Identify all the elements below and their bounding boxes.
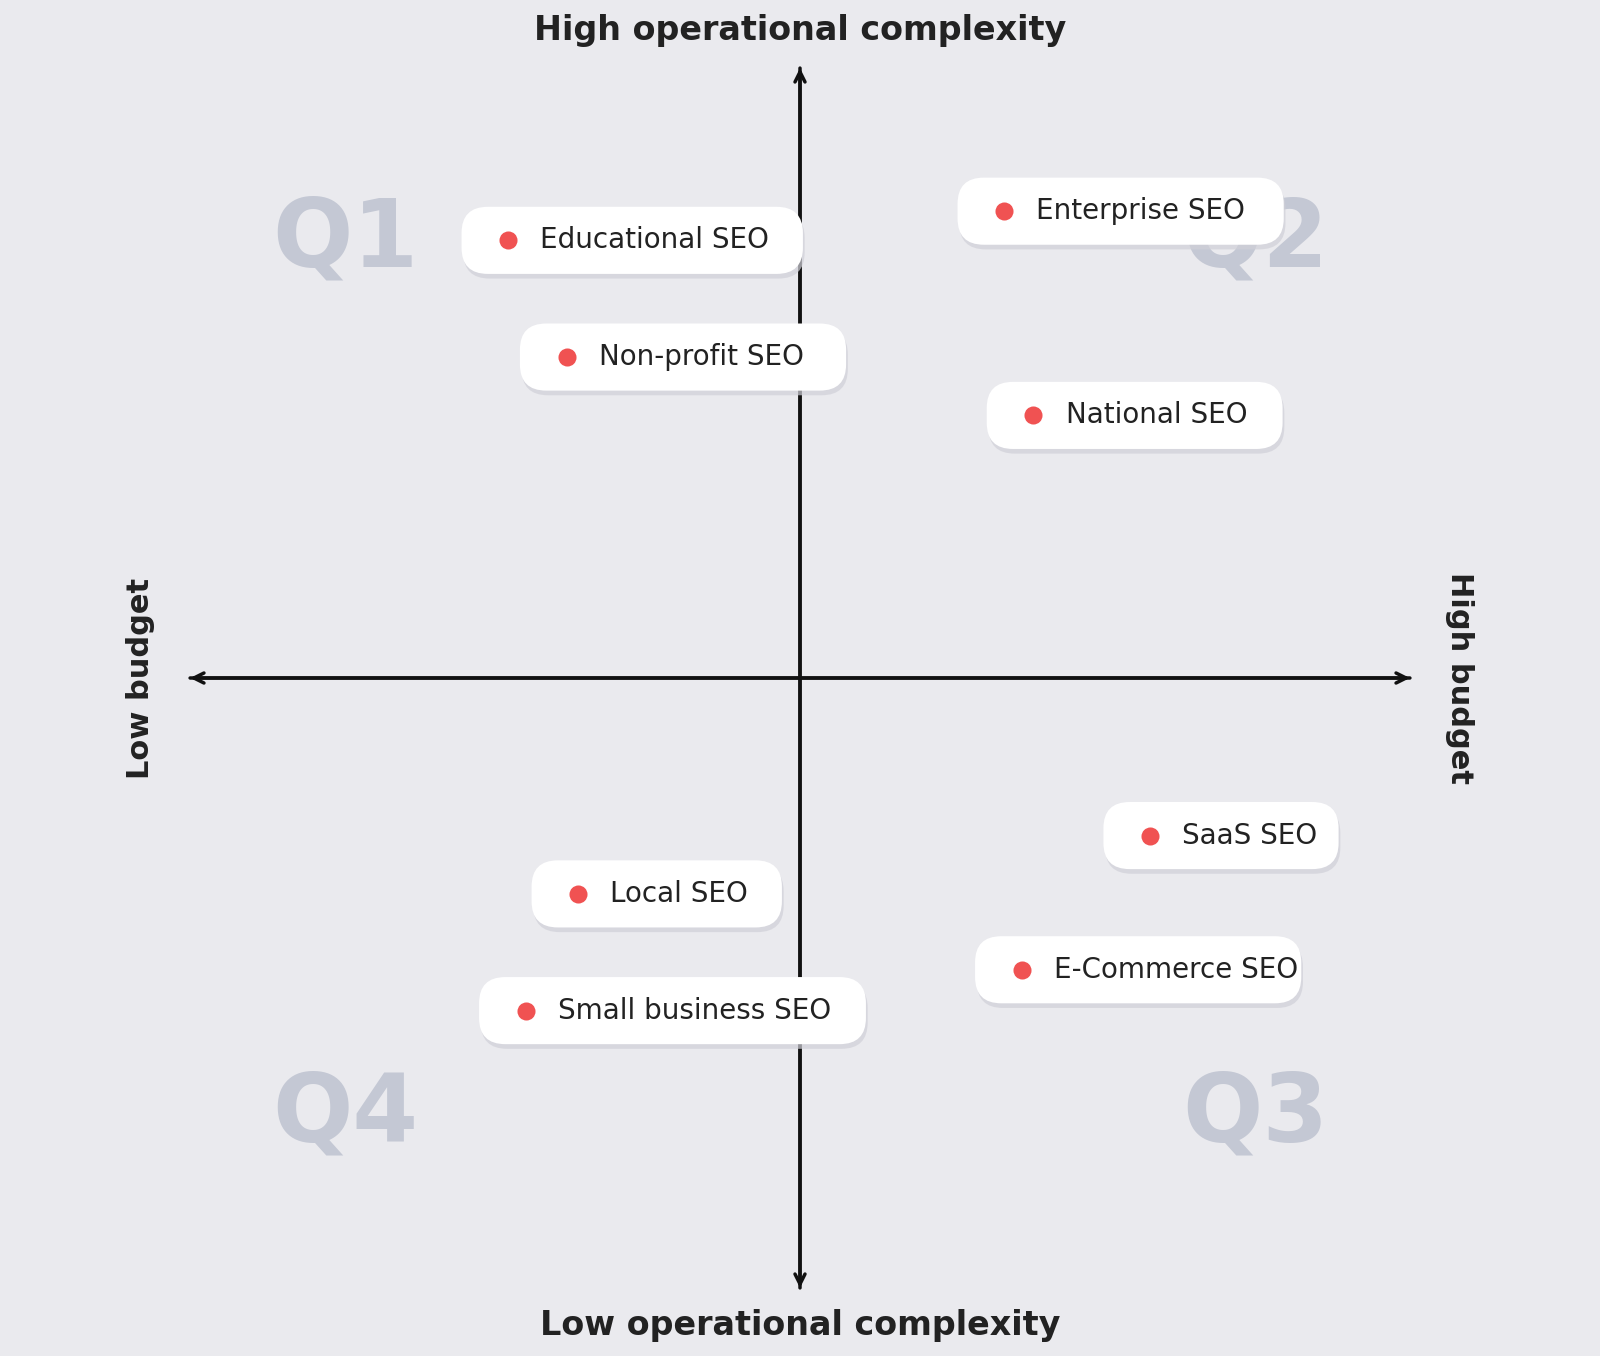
FancyBboxPatch shape [987, 382, 1283, 449]
FancyBboxPatch shape [478, 978, 866, 1044]
Text: High operational complexity: High operational complexity [534, 14, 1066, 47]
Text: Small business SEO: Small business SEO [558, 997, 830, 1025]
Text: Low budget: Low budget [126, 578, 155, 778]
FancyBboxPatch shape [1104, 801, 1339, 869]
FancyBboxPatch shape [522, 328, 848, 396]
Text: Q1: Q1 [272, 194, 418, 286]
Text: Local SEO: Local SEO [610, 880, 749, 909]
Text: Q3: Q3 [1182, 1070, 1328, 1162]
Text: Q2: Q2 [1182, 194, 1328, 286]
Text: Educational SEO: Educational SEO [541, 226, 770, 255]
FancyBboxPatch shape [482, 982, 867, 1048]
FancyBboxPatch shape [520, 324, 846, 391]
FancyBboxPatch shape [531, 860, 782, 928]
Text: High budget: High budget [1445, 572, 1474, 784]
Text: Low operational complexity: Low operational complexity [539, 1309, 1061, 1342]
FancyBboxPatch shape [1106, 807, 1341, 873]
Text: Enterprise SEO: Enterprise SEO [1037, 197, 1245, 225]
FancyBboxPatch shape [960, 182, 1285, 250]
Text: SaaS SEO: SaaS SEO [1182, 822, 1317, 850]
FancyBboxPatch shape [464, 212, 805, 278]
FancyBboxPatch shape [957, 178, 1283, 244]
FancyBboxPatch shape [974, 936, 1301, 1003]
Text: E-Commerce SEO: E-Commerce SEO [1054, 956, 1298, 983]
Text: Non-profit SEO: Non-profit SEO [598, 343, 803, 372]
Text: National SEO: National SEO [1066, 401, 1246, 430]
FancyBboxPatch shape [533, 865, 784, 932]
FancyBboxPatch shape [989, 386, 1285, 454]
FancyBboxPatch shape [978, 941, 1302, 1008]
FancyBboxPatch shape [461, 207, 803, 274]
Text: Q4: Q4 [272, 1070, 418, 1162]
